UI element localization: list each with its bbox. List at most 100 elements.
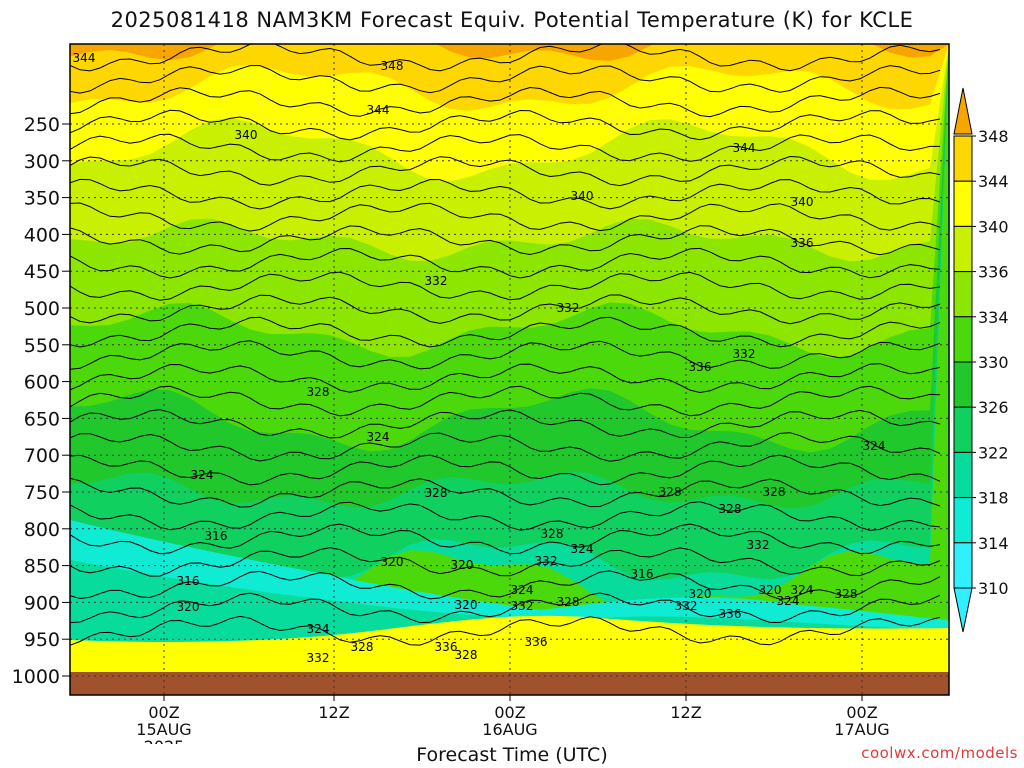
colorbar-swatch [953, 497, 973, 544]
contour-label: 324 [777, 594, 800, 608]
contour-line [70, 247, 941, 279]
contour-line [70, 523, 941, 555]
contour-label: 320 [759, 583, 782, 597]
contour-label: 328 [835, 587, 858, 601]
contour-label: 336 [525, 635, 548, 649]
y-tick-label: 650 [24, 408, 60, 430]
x-tick-label: 12Z [670, 703, 701, 722]
colorbar-swatch [953, 316, 973, 363]
y-tick-label: 850 [24, 556, 60, 578]
contour-line [70, 86, 941, 118]
contour-label: 324 [367, 430, 390, 444]
x-tick-label: 2025 [144, 737, 185, 744]
contour-label: 324 [307, 622, 330, 636]
contour-line [70, 65, 941, 94]
y-tick-label: 700 [24, 445, 60, 467]
colorbar-swatch [953, 271, 973, 318]
colorbar-arrow-bottom [953, 587, 973, 633]
contour-label: 324 [863, 439, 886, 453]
y-tick-label: 950 [24, 629, 60, 651]
contour-label: 324 [511, 583, 534, 597]
contour-line [70, 316, 941, 348]
contour-line [70, 501, 941, 531]
y-tick-label: 900 [24, 592, 60, 614]
contour-label: 332 [733, 347, 756, 361]
contour-label: 336 [791, 236, 814, 250]
contour-label: 328 [659, 485, 682, 499]
contour-label: 316 [177, 574, 200, 588]
contour-line [70, 155, 941, 187]
contour-label: 336 [435, 640, 458, 654]
contour-label: 348 [381, 59, 404, 73]
contour-line [70, 202, 941, 232]
warm-boundary-layer [70, 615, 949, 672]
contour-label: 316 [631, 567, 654, 581]
colorbar-label: 310 [978, 579, 1009, 598]
y-tick-label: 800 [24, 519, 60, 541]
colorbar-swatch [953, 135, 973, 182]
contour-line [70, 44, 941, 72]
ground-layer [70, 672, 949, 695]
contour-line [70, 109, 941, 141]
x-tick-label: 17AUG [834, 720, 889, 739]
colorbar-swatch [953, 542, 973, 589]
field-band [70, 44, 949, 111]
contour-label: 332 [747, 538, 770, 552]
field-band [70, 44, 949, 61]
contour-label: 328 [557, 595, 580, 609]
contour-label: 320 [689, 587, 712, 601]
field-band [70, 44, 949, 182]
colorbar-label: 330 [978, 353, 1009, 372]
colorbar-label: 336 [978, 263, 1009, 282]
contour-label: 324 [571, 542, 594, 556]
contour-line [70, 340, 941, 370]
contour-label: 332 [425, 274, 448, 288]
contour-line [70, 271, 941, 301]
contour-label: 320 [177, 600, 200, 614]
contour-label: 336 [719, 607, 742, 621]
contour-line [70, 477, 941, 508]
colorbar-label: 340 [978, 217, 1009, 236]
colorbar-label: 322 [978, 443, 1009, 462]
x-axis-title: Forecast Time (UTC) [416, 744, 608, 766]
y-tick-label: 500 [24, 298, 60, 320]
x-tick-label: 15AUG [136, 720, 191, 739]
contour-label: 320 [451, 558, 474, 572]
colorbar-swatch [953, 180, 973, 227]
contour-label: 328 [763, 485, 786, 499]
contour-label: 328 [307, 385, 330, 399]
y-tick-label: 350 [24, 188, 60, 210]
contour-label: 332 [535, 554, 558, 568]
contour-line [70, 615, 941, 646]
x-tick-label: 16AUG [482, 720, 537, 739]
contour-line [70, 409, 941, 439]
contour-chart: 250 300 350 400 450 500 550 600 650 700 750 800 850 9… [12, 43, 1009, 744]
contour-label: 320 [381, 555, 404, 569]
y-tick-label: 400 [24, 224, 60, 246]
contour-line [70, 432, 941, 462]
chart-title: 2025081418 NAM3KM Forecast Equiv. Potent… [110, 8, 914, 32]
contour-label: 340 [791, 195, 814, 209]
contour-label: 324 [191, 468, 214, 482]
colorbar-label: 314 [978, 534, 1009, 553]
contour-line [70, 133, 940, 163]
colorbar-label: 318 [978, 489, 1009, 508]
contour-line [70, 547, 941, 577]
y-tick-label: 550 [24, 335, 60, 357]
contour-label: 328 [455, 648, 478, 662]
contour-line [70, 592, 941, 624]
contour-label: 320 [455, 598, 478, 612]
contour-label: 344 [733, 141, 756, 155]
contour-label: 316 [205, 529, 228, 543]
colorbar-swatch [953, 451, 973, 499]
contour-label: 340 [571, 189, 594, 203]
colorbar-swatch [953, 225, 973, 273]
y-tick-label: 600 [24, 372, 60, 394]
contour-line [70, 570, 941, 600]
y-tick-label: 750 [24, 482, 60, 504]
contour-label: 344 [367, 103, 390, 117]
contour-line [70, 225, 941, 256]
colorbar-label: 334 [978, 308, 1009, 327]
contour-label: 336 [689, 360, 712, 374]
y-tick-label: 450 [24, 261, 60, 283]
